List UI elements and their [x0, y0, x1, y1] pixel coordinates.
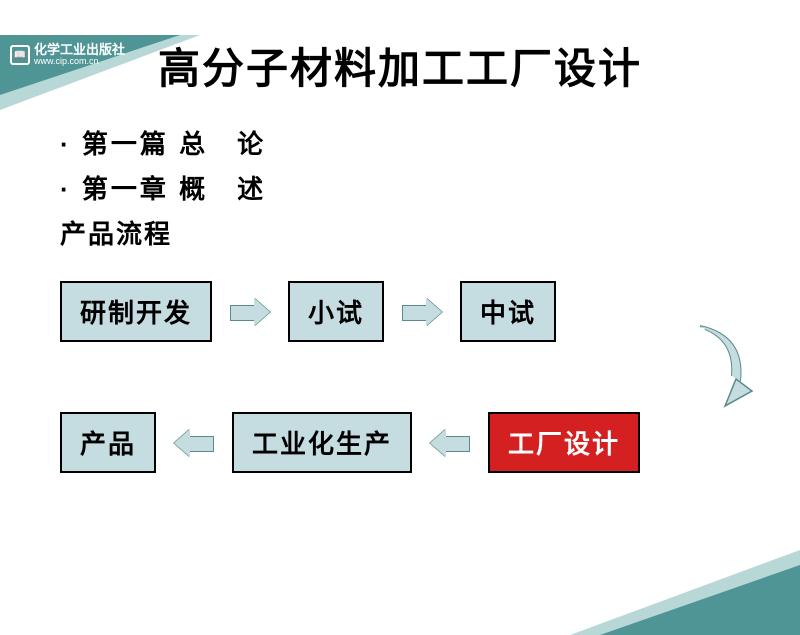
content-area: · 第一篇 总 论 · 第一章 概 述 产品流程 研制开发 小试 中试 产品 工… [0, 96, 800, 493]
flow-box-product: 产品 [60, 412, 156, 473]
curve-arrow-icon [680, 321, 760, 411]
arrow-left-icon [430, 431, 470, 455]
flow-box-mid-test: 中试 [460, 281, 556, 342]
flow-row-1: 研制开发 小试 中试 [60, 281, 740, 342]
arrow-right-icon [230, 300, 270, 324]
bullet-2: · 第一章 概 述 [60, 169, 740, 206]
arrow-right-icon [402, 300, 442, 324]
flow-box-factory-design: 工厂设计 [488, 412, 640, 473]
arrow-left-icon [174, 431, 214, 455]
flow-box-production: 工业化生产 [232, 412, 412, 473]
flow-row-2: 产品 工业化生产 工厂设计 [60, 412, 740, 473]
flow-box-small-test: 小试 [288, 281, 384, 342]
logo-icon: 📖 [10, 45, 30, 65]
logo-url: www.cip.com.cn [34, 57, 125, 67]
bullet-1: · 第一篇 总 论 [60, 124, 740, 161]
publisher-logo: 📖 化学工业出版社 www.cip.com.cn [10, 43, 125, 67]
flow-subtitle: 产品流程 [60, 214, 740, 251]
logo-cn: 化学工业出版社 [34, 43, 125, 57]
flowchart: 研制开发 小试 中试 产品 工业化生产 工厂设计 [60, 281, 740, 473]
flow-box-develop: 研制开发 [60, 281, 212, 342]
corner-decoration [600, 565, 800, 635]
